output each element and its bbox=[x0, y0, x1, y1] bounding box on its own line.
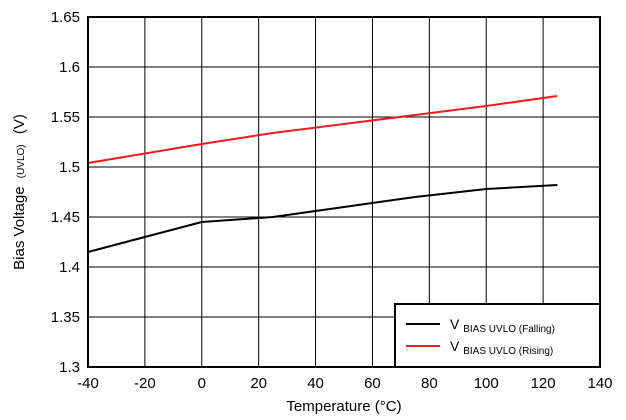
legend-label-falling: V BIAS UVLO (Falling) bbox=[450, 316, 555, 335]
legend-label-rising: V BIAS UVLO (Rising) bbox=[450, 338, 553, 357]
y-tick-label: 1.35 bbox=[51, 309, 80, 326]
x-tick-label: 20 bbox=[250, 375, 267, 392]
legend-label-falling-main: V bbox=[450, 316, 460, 332]
y-axis-title-main: Bias Voltage bbox=[11, 186, 28, 269]
x-tick-label: 100 bbox=[474, 375, 499, 392]
x-tick-label: 60 bbox=[364, 375, 381, 392]
legend-label-rising-main: V bbox=[450, 338, 460, 354]
legend-label-falling-sub: BIAS UVLO (Falling) bbox=[463, 324, 555, 335]
x-axis-title: Temperature (°C) bbox=[286, 398, 401, 415]
y-tick-label: 1.6 bbox=[59, 59, 80, 76]
x-tick-label: 40 bbox=[307, 375, 324, 392]
x-tick-label: 140 bbox=[587, 375, 612, 392]
legend-box bbox=[394, 303, 601, 368]
x-tick-label: -20 bbox=[134, 375, 156, 392]
x-tick-label: 0 bbox=[198, 375, 206, 392]
x-tick-label: 80 bbox=[421, 375, 438, 392]
y-tick-label: 1.4 bbox=[59, 259, 80, 276]
y-tick-labels: 1.3 1.35 1.4 1.45 1.5 1.55 1.6 1.65 bbox=[51, 9, 80, 376]
y-tick-label: 1.5 bbox=[59, 159, 80, 176]
x-tick-label: -40 bbox=[77, 375, 99, 392]
y-tick-label: 1.45 bbox=[51, 209, 80, 226]
legend: V BIAS UVLO (Falling) V BIAS UVLO (Risin… bbox=[394, 303, 601, 368]
series-line-1 bbox=[87, 95, 558, 164]
y-axis-title-unit: (V) bbox=[11, 114, 28, 134]
x-tick-labels: -40 -20 0 20 40 60 80 100 120 140 bbox=[77, 375, 612, 392]
y-tick-label: 1.55 bbox=[51, 109, 80, 126]
y-tick-label: 1.3 bbox=[59, 359, 80, 376]
y-axis-title: Bias Voltage (UVLO) (V) bbox=[11, 114, 28, 270]
legend-label-rising-sub: BIAS UVLO (Rising) bbox=[463, 346, 553, 357]
plot-border bbox=[87, 16, 601, 368]
y-tick-label: 1.65 bbox=[51, 9, 80, 26]
series-layer bbox=[87, 95, 558, 253]
x-tick-label: 120 bbox=[531, 375, 556, 392]
series-line-0 bbox=[87, 184, 558, 253]
y-axis-title-sub: (UVLO) bbox=[16, 144, 27, 178]
